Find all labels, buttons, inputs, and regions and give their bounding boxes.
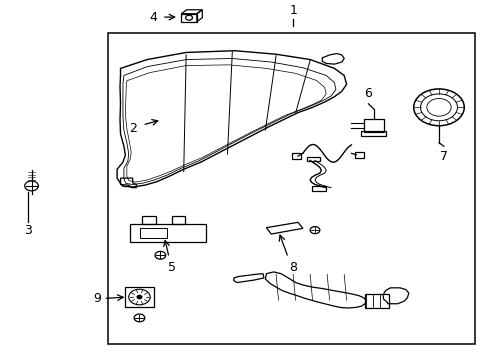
- Text: 2: 2: [128, 122, 136, 135]
- Bar: [361, 131, 386, 136]
- Text: 7: 7: [439, 150, 447, 163]
- Bar: [130, 224, 205, 242]
- Bar: [355, 152, 364, 158]
- Text: 6: 6: [364, 87, 372, 100]
- Bar: [291, 153, 300, 159]
- Bar: [108, 33, 474, 345]
- Text: 8: 8: [288, 261, 297, 274]
- Text: 9: 9: [93, 292, 101, 305]
- Circle shape: [137, 296, 142, 299]
- Bar: [311, 186, 325, 191]
- Bar: [365, 294, 388, 308]
- Bar: [363, 119, 383, 132]
- Text: 1: 1: [288, 4, 296, 17]
- Text: 5: 5: [167, 261, 175, 274]
- Bar: [140, 228, 166, 238]
- Bar: [125, 287, 153, 307]
- Bar: [306, 157, 320, 161]
- Text: 4: 4: [149, 10, 157, 23]
- Text: 3: 3: [24, 224, 32, 237]
